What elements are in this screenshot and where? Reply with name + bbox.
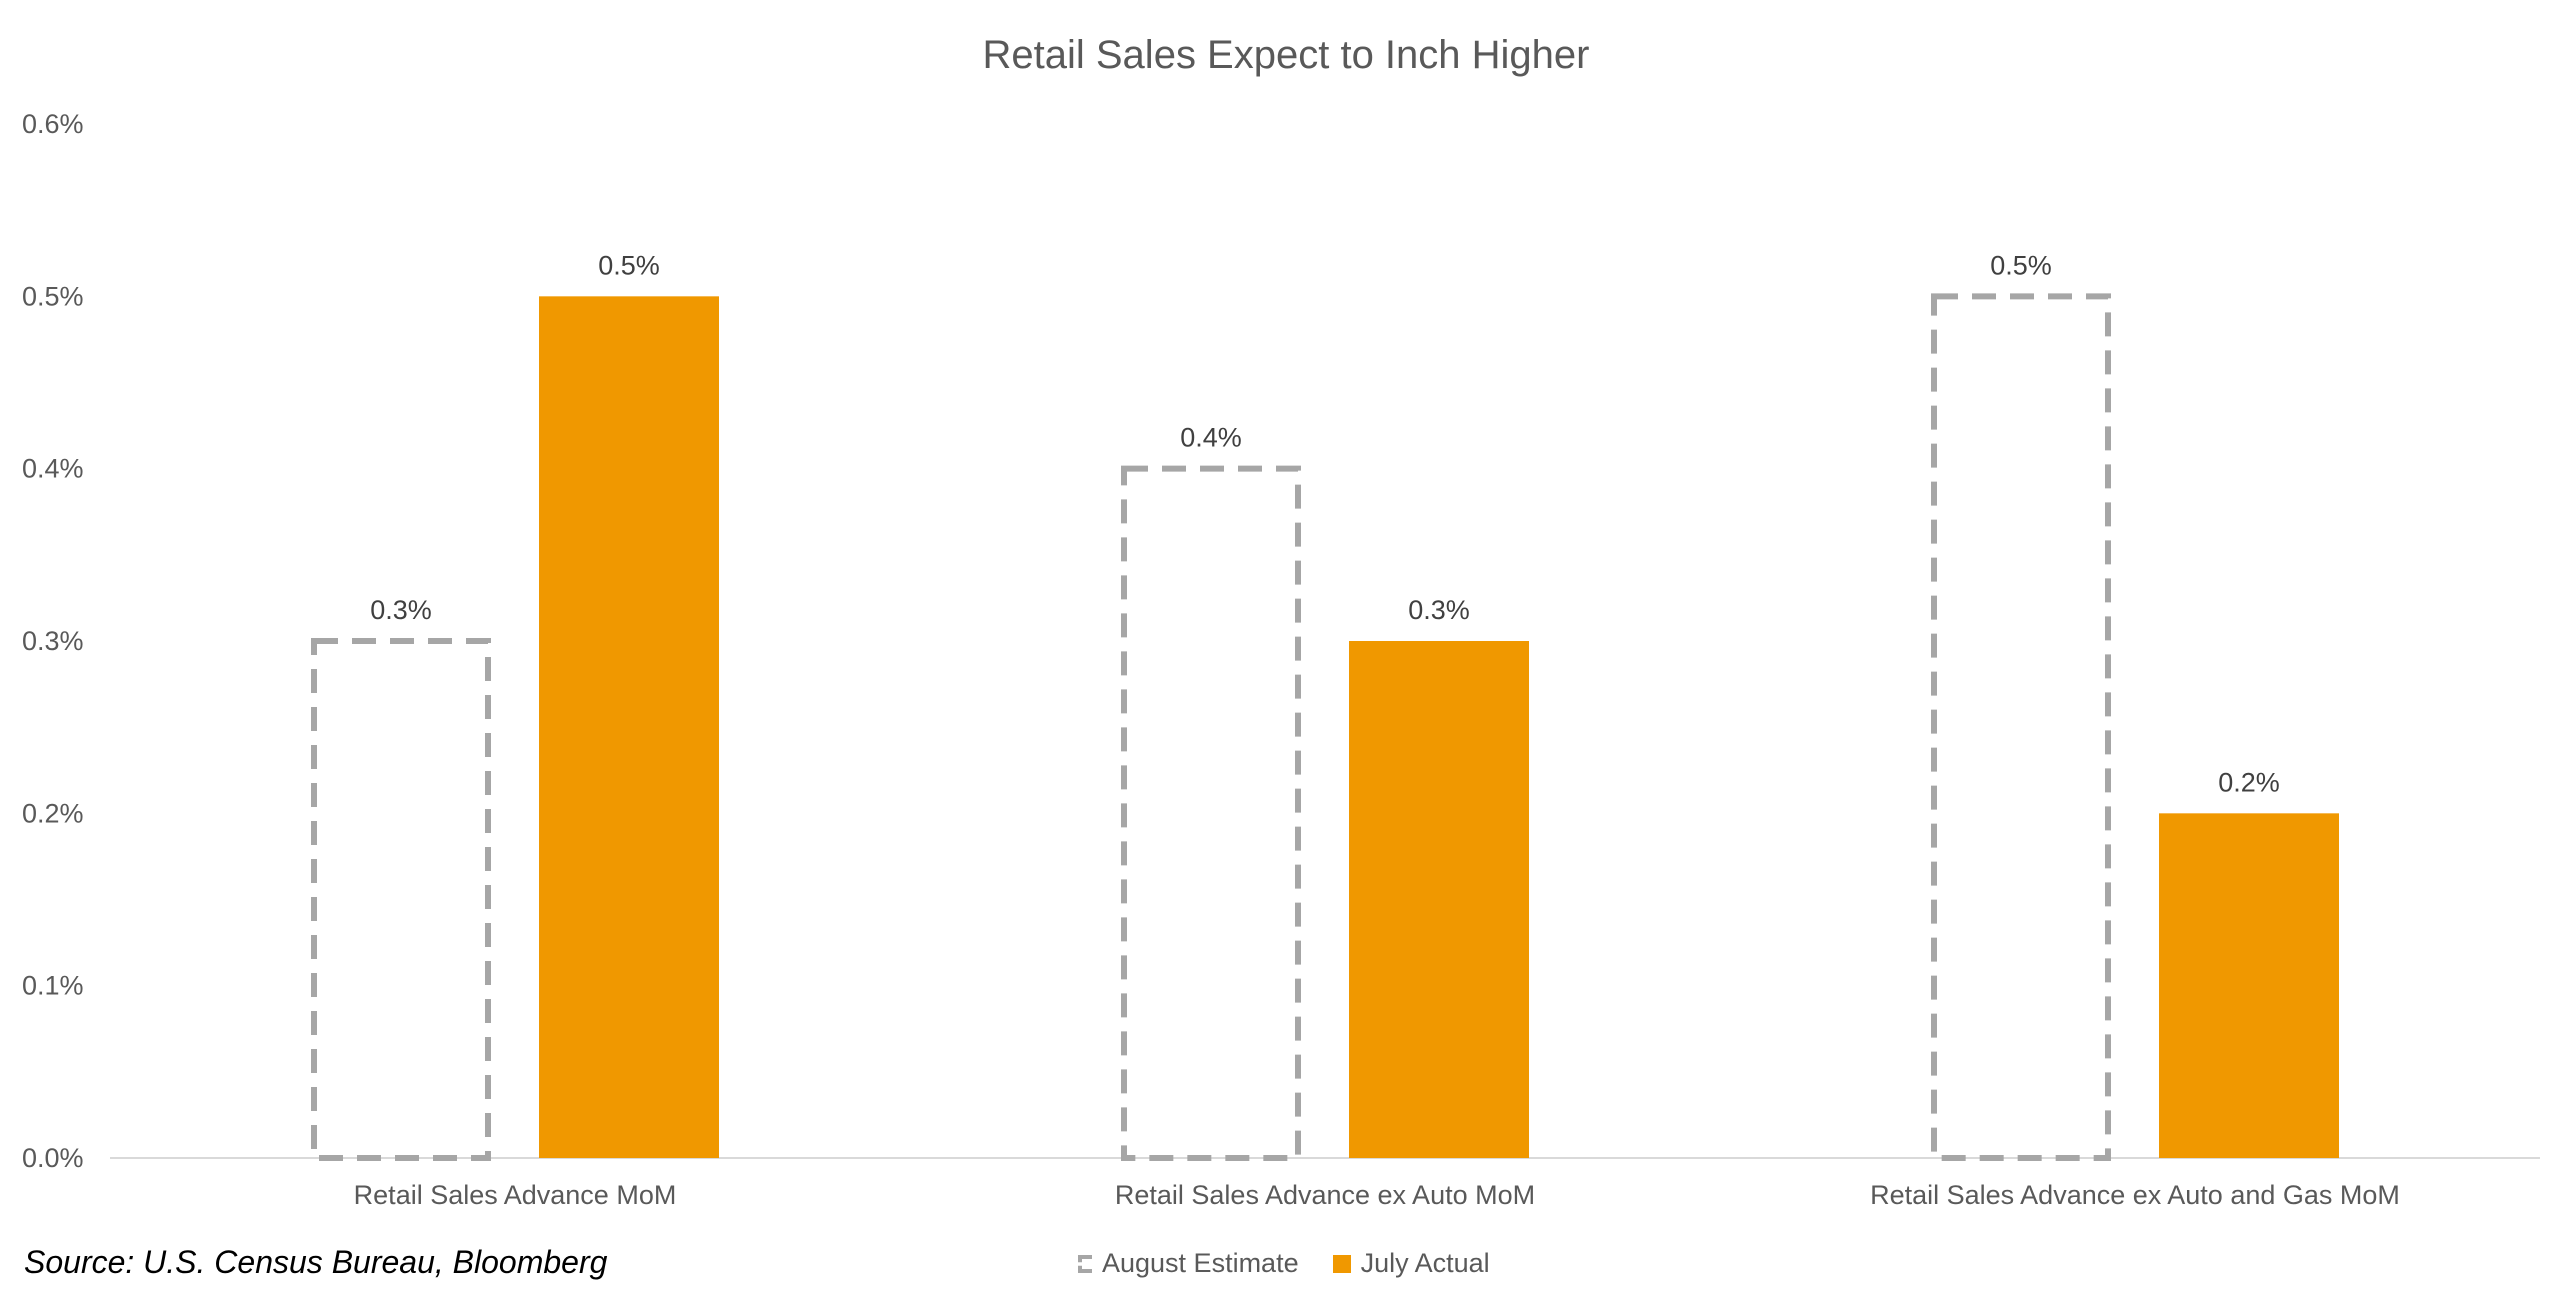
- chart-title: Retail Sales Expect to Inch Higher: [983, 33, 1590, 77]
- bar-july-actual: [2159, 813, 2339, 1158]
- bar-august-estimate: [1931, 293, 2111, 1162]
- bar-july-actual: [1349, 641, 1529, 1158]
- legend-swatch-dashed: [1078, 1254, 1092, 1273]
- data-label: 0.4%: [1180, 423, 1242, 453]
- data-label: 0.3%: [1408, 595, 1470, 625]
- y-tick-label: 0.1%: [22, 971, 84, 1001]
- y-tick-label: 0.2%: [22, 798, 84, 828]
- legend-swatch-solid: [1332, 1254, 1351, 1273]
- bars: [311, 293, 2339, 1162]
- y-tick-label: 0.0%: [22, 1143, 84, 1173]
- data-label: 0.2%: [2218, 767, 2280, 797]
- y-axis: 0.0% 0.1% 0.2% 0.3% 0.4% 0.5% 0.6%: [22, 109, 84, 1173]
- legend-item-july-actual: July Actual: [1332, 1248, 1490, 1279]
- x-category-label: Retail Sales Advance ex Auto MoM: [1115, 1180, 1535, 1210]
- data-labels: 0.3% 0.5% 0.4% 0.3% 0.5% 0.2%: [370, 250, 2280, 797]
- data-label: 0.3%: [370, 595, 432, 625]
- bar-august-estimate: [1121, 465, 1301, 1161]
- x-axis: Retail Sales Advance MoM Retail Sales Adv…: [354, 1180, 2400, 1210]
- bar-august-estimate: [311, 638, 491, 1161]
- data-label: 0.5%: [598, 250, 660, 280]
- y-tick-label: 0.6%: [22, 109, 84, 139]
- legend-label: August Estimate: [1102, 1248, 1299, 1278]
- y-tick-label: 0.4%: [22, 454, 84, 484]
- bar-july-actual: [539, 296, 719, 1158]
- legend-label: July Actual: [1360, 1248, 1490, 1278]
- x-category-label: Retail Sales Advance ex Auto and Gas MoM: [1870, 1180, 2400, 1210]
- source-note: Source: U.S. Census Bureau, Bloomberg: [24, 1244, 608, 1280]
- legend-item-august-estimate: August Estimate: [1078, 1248, 1299, 1279]
- y-tick-label: 0.5%: [22, 281, 84, 311]
- legend: August Estimate July Actual: [1078, 1248, 1524, 1279]
- data-label: 0.5%: [1990, 250, 2052, 280]
- y-tick-label: 0.3%: [22, 626, 84, 656]
- x-category-label: Retail Sales Advance MoM: [354, 1180, 677, 1210]
